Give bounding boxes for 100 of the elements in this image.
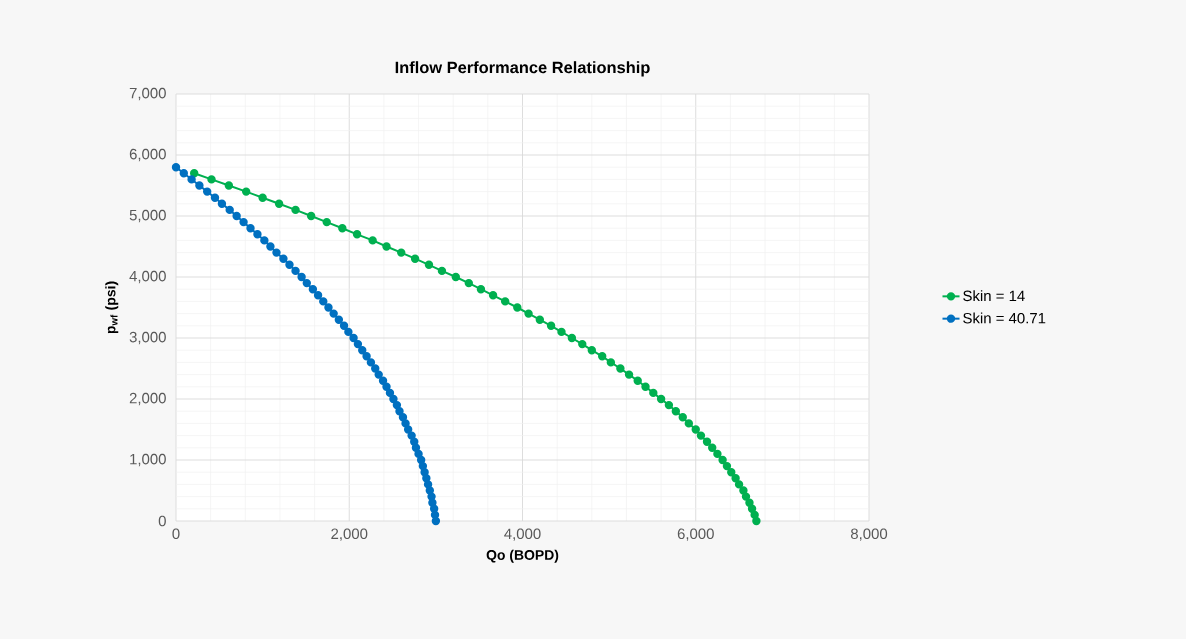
point (224, 181, 234, 190)
point (339, 321, 349, 330)
point (189, 169, 199, 178)
point (217, 199, 227, 208)
point (407, 431, 416, 440)
point (750, 510, 759, 520)
point (378, 376, 388, 385)
point (567, 333, 577, 343)
point (279, 254, 288, 263)
point (741, 492, 751, 501)
point (258, 193, 267, 202)
point (713, 449, 722, 459)
point (187, 175, 196, 184)
point (641, 382, 650, 391)
point (424, 260, 434, 269)
point (297, 272, 306, 282)
point (260, 236, 269, 245)
point (398, 413, 408, 422)
point (410, 254, 420, 263)
point (374, 370, 383, 379)
point (338, 224, 347, 233)
point (232, 211, 241, 221)
point (606, 358, 616, 367)
point (241, 187, 251, 196)
point (423, 480, 433, 489)
point (557, 327, 566, 337)
x-tick-label: 4,000 (504, 528, 541, 541)
point (731, 474, 740, 483)
point (246, 224, 255, 233)
y-axis-title: p$_{wf}$ (psi) (105, 281, 119, 334)
point (745, 498, 754, 507)
point (306, 211, 316, 221)
point (535, 315, 545, 324)
point (385, 388, 395, 398)
point (319, 297, 328, 306)
y-tick-label: 2,000 (129, 392, 166, 406)
point (362, 352, 371, 361)
x-axis-title: Qo (BOPD) (486, 549, 559, 563)
point (696, 431, 706, 440)
point (656, 394, 666, 404)
point (353, 339, 363, 349)
point (274, 199, 284, 208)
point (324, 303, 333, 312)
point (239, 217, 248, 227)
point (225, 205, 234, 215)
point (708, 443, 717, 452)
point (739, 486, 748, 495)
point (678, 413, 687, 422)
point (368, 236, 377, 245)
point (428, 498, 437, 507)
point (734, 480, 744, 489)
legend-label: Skin = 40.71 (963, 312, 1046, 324)
point (395, 407, 404, 416)
point (358, 346, 367, 355)
point (420, 468, 429, 477)
point (392, 400, 402, 410)
legend-label: Skin = 14 (963, 290, 1025, 302)
point (401, 419, 410, 428)
point (171, 163, 181, 172)
point (344, 327, 353, 337)
point (414, 449, 423, 459)
point (727, 468, 736, 477)
chart-title: Inflow Performance Relationship (395, 61, 650, 77)
y-tick-label: 5,000 (129, 209, 166, 223)
point (691, 425, 700, 434)
point (513, 303, 522, 312)
point (334, 315, 344, 324)
x-tick-label: 2,000 (331, 528, 368, 541)
point (437, 266, 447, 276)
point (451, 272, 460, 282)
point (476, 285, 486, 294)
point (702, 437, 712, 446)
point (313, 291, 323, 300)
point (322, 217, 331, 227)
point (752, 516, 761, 526)
point (578, 339, 587, 349)
point (624, 370, 634, 379)
y-tick-label: 0 (158, 515, 166, 527)
point (210, 193, 220, 202)
point (664, 400, 674, 410)
point (633, 376, 642, 385)
point (371, 364, 380, 373)
point (272, 248, 281, 257)
point (524, 309, 533, 318)
point (195, 181, 204, 190)
x-tick-label: 8,000 (850, 528, 888, 541)
point (718, 455, 727, 465)
point (382, 382, 391, 391)
point (431, 516, 441, 526)
point (587, 346, 596, 355)
point (671, 407, 681, 416)
point (616, 364, 625, 373)
y-tick-label: 4,000 (129, 270, 166, 284)
y-tick-label: 1,000 (130, 453, 166, 467)
point (308, 285, 318, 294)
point (546, 321, 556, 330)
point (722, 461, 732, 471)
point (302, 278, 311, 288)
point (411, 443, 421, 452)
point (382, 242, 391, 251)
